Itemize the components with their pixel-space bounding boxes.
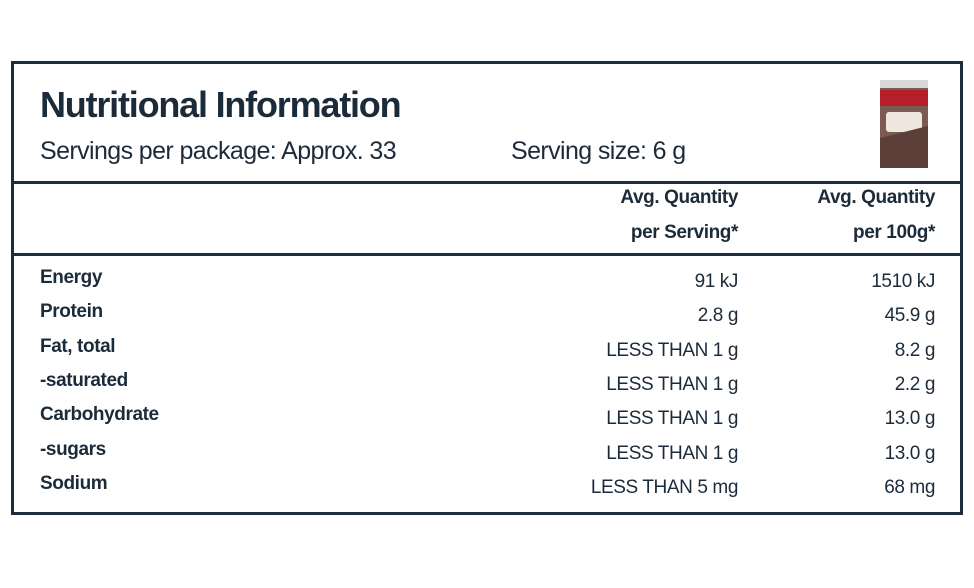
cell-value: LESS THAN 1 g: [606, 339, 738, 361]
cell-value: LESS THAN 5 mg: [590, 476, 739, 498]
cell-value: 8.2 g: [894, 339, 936, 361]
row-label: Protein: [40, 301, 103, 323]
cell-value: 91 kJ: [694, 271, 739, 292]
row-label: Fat, total: [40, 335, 116, 357]
row-label: -saturated: [40, 369, 128, 391]
nutrition-panel: Nutritional Information Servings per pac…: [11, 61, 963, 515]
cell-value: LESS THAN 1 g: [606, 442, 738, 464]
column-subheader: per 100g*: [853, 222, 935, 243]
column-subheader: per Serving*: [630, 222, 739, 243]
row-label: Sodium: [40, 472, 108, 494]
servings-per-package: Servings per package: Approx. 33: [40, 137, 397, 165]
cell-value: 13.0 g: [884, 408, 936, 430]
cell-value: 2.2 g: [894, 373, 936, 395]
row-label: -sugars: [40, 438, 106, 460]
column-header: Avg. Quantity: [817, 187, 935, 208]
divider: [14, 181, 960, 184]
serving-size: Serving size: 6 g: [511, 137, 686, 165]
product-image: [880, 80, 928, 168]
divider: [14, 253, 960, 256]
cell-value: 1510 kJ: [871, 271, 935, 292]
cell-value: LESS THAN 1 g: [606, 373, 738, 395]
cell-value: 2.8 g: [697, 305, 739, 327]
row-label: Energy: [40, 267, 103, 288]
row-label: Carbohydrate: [40, 404, 159, 426]
title: Nutritional Information: [40, 84, 402, 125]
column-header: Avg. Quantity: [620, 187, 738, 208]
cell-value: 45.9 g: [884, 305, 936, 327]
cell-value: 13.0 g: [884, 442, 936, 464]
cell-value: LESS THAN 1 g: [606, 408, 738, 430]
cell-value: 68 mg: [884, 476, 935, 498]
